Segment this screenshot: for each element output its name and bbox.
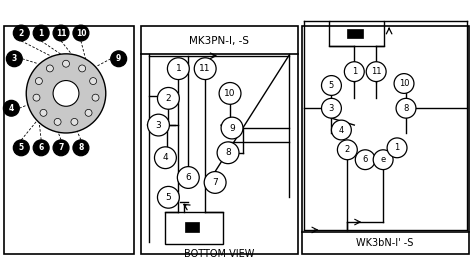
Circle shape [54, 118, 61, 125]
Text: 3: 3 [12, 54, 17, 63]
Bar [141, 26, 298, 254]
Text: 9: 9 [116, 54, 121, 63]
Text: 10: 10 [76, 29, 86, 38]
Text: 4: 4 [9, 104, 14, 113]
Text: 6: 6 [185, 173, 191, 182]
Circle shape [13, 140, 29, 156]
Text: 2: 2 [18, 29, 24, 38]
Circle shape [36, 78, 42, 84]
Circle shape [219, 83, 241, 104]
Circle shape [53, 80, 79, 106]
Text: 4: 4 [339, 125, 344, 134]
Text: 7: 7 [58, 143, 64, 152]
Circle shape [33, 25, 49, 41]
Circle shape [356, 150, 375, 170]
Circle shape [194, 58, 216, 79]
Circle shape [321, 75, 341, 95]
Circle shape [53, 140, 69, 156]
Circle shape [73, 140, 89, 156]
Text: 1: 1 [175, 64, 181, 73]
Circle shape [71, 118, 78, 125]
Circle shape [373, 150, 393, 170]
Circle shape [13, 25, 29, 41]
Text: 4: 4 [163, 153, 168, 162]
Text: WK3bN-I' -S: WK3bN-I' -S [356, 238, 414, 248]
Circle shape [73, 25, 89, 41]
Text: 2: 2 [165, 94, 171, 103]
Bar [329, 21, 384, 46]
Circle shape [331, 120, 351, 140]
Text: 5: 5 [18, 143, 24, 152]
Text: 10: 10 [224, 89, 236, 98]
Text: 8: 8 [78, 143, 83, 152]
Circle shape [53, 25, 69, 41]
Text: 11: 11 [56, 29, 66, 38]
Circle shape [90, 78, 97, 84]
Text: e: e [381, 155, 386, 164]
Circle shape [155, 147, 176, 169]
Circle shape [167, 58, 189, 79]
Text: 3: 3 [155, 120, 161, 130]
Bar [4, 26, 134, 254]
Text: 3: 3 [329, 104, 334, 113]
Circle shape [217, 142, 239, 164]
Bar [165, 212, 223, 244]
Text: 11: 11 [371, 67, 382, 76]
Circle shape [92, 94, 99, 101]
Circle shape [366, 62, 386, 82]
Text: 6: 6 [363, 155, 368, 164]
Circle shape [85, 109, 92, 116]
Circle shape [221, 117, 243, 139]
Circle shape [147, 114, 169, 136]
Text: 8: 8 [225, 148, 231, 157]
Text: 8: 8 [403, 104, 409, 113]
Text: 9: 9 [229, 124, 235, 133]
Circle shape [157, 186, 179, 208]
Circle shape [337, 140, 357, 160]
Circle shape [177, 167, 199, 188]
Circle shape [345, 62, 364, 82]
Circle shape [111, 51, 127, 67]
Bar [347, 29, 363, 38]
Text: 1: 1 [38, 29, 44, 38]
Circle shape [33, 140, 49, 156]
Circle shape [46, 65, 54, 72]
Text: 5: 5 [165, 193, 171, 202]
Circle shape [394, 74, 414, 93]
Circle shape [204, 171, 226, 193]
Text: 1: 1 [352, 67, 357, 76]
Circle shape [63, 60, 70, 67]
Circle shape [33, 94, 40, 101]
Text: 5: 5 [329, 81, 334, 90]
Circle shape [40, 109, 47, 116]
Text: 1: 1 [394, 143, 400, 152]
Text: 6: 6 [38, 143, 44, 152]
Bar [301, 26, 469, 254]
Text: BOTTOM VIEW: BOTTOM VIEW [184, 249, 254, 259]
Circle shape [3, 100, 19, 116]
Circle shape [26, 54, 106, 133]
Circle shape [387, 138, 407, 158]
Text: 10: 10 [399, 79, 409, 88]
Circle shape [79, 65, 86, 72]
Text: MK3PN-I, -S: MK3PN-I, -S [189, 36, 249, 46]
Circle shape [157, 88, 179, 109]
Circle shape [396, 98, 416, 118]
Circle shape [6, 51, 22, 67]
Text: 7: 7 [212, 178, 218, 187]
Circle shape [321, 98, 341, 118]
Text: 11: 11 [200, 64, 211, 73]
Text: 2: 2 [345, 145, 350, 154]
Bar [185, 222, 199, 232]
